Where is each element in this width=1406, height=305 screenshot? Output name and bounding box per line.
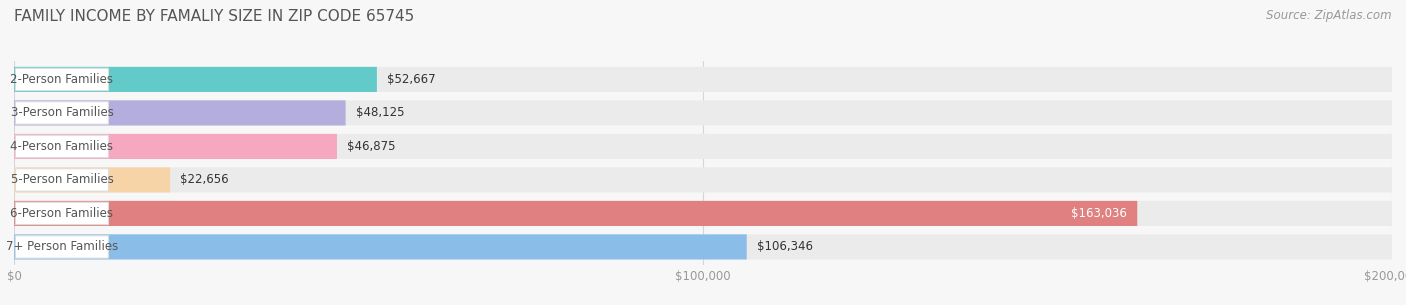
FancyBboxPatch shape (14, 201, 1137, 226)
Text: 6-Person Families: 6-Person Families (10, 207, 114, 220)
Text: 7+ Person Families: 7+ Person Families (6, 240, 118, 253)
FancyBboxPatch shape (14, 167, 170, 192)
FancyBboxPatch shape (15, 169, 108, 191)
Text: 2-Person Families: 2-Person Families (10, 73, 114, 86)
Text: 4-Person Families: 4-Person Families (10, 140, 114, 153)
Text: FAMILY INCOME BY FAMALIY SIZE IN ZIP CODE 65745: FAMILY INCOME BY FAMALIY SIZE IN ZIP COD… (14, 9, 415, 24)
FancyBboxPatch shape (14, 100, 346, 125)
FancyBboxPatch shape (14, 234, 747, 260)
FancyBboxPatch shape (15, 102, 108, 124)
FancyBboxPatch shape (15, 135, 108, 158)
Text: Source: ZipAtlas.com: Source: ZipAtlas.com (1267, 9, 1392, 22)
FancyBboxPatch shape (15, 68, 108, 91)
Text: $48,125: $48,125 (356, 106, 405, 120)
Text: $22,656: $22,656 (180, 174, 229, 186)
FancyBboxPatch shape (14, 134, 337, 159)
FancyBboxPatch shape (15, 236, 108, 258)
Text: $106,346: $106,346 (756, 240, 813, 253)
FancyBboxPatch shape (14, 67, 377, 92)
FancyBboxPatch shape (14, 167, 1392, 192)
FancyBboxPatch shape (15, 202, 108, 225)
Text: 5-Person Families: 5-Person Families (10, 174, 114, 186)
Text: $46,875: $46,875 (347, 140, 396, 153)
Text: $52,667: $52,667 (387, 73, 436, 86)
Text: 3-Person Families: 3-Person Families (10, 106, 114, 120)
Text: $163,036: $163,036 (1071, 207, 1128, 220)
FancyBboxPatch shape (14, 67, 1392, 92)
FancyBboxPatch shape (14, 100, 1392, 125)
FancyBboxPatch shape (14, 134, 1392, 159)
FancyBboxPatch shape (14, 201, 1392, 226)
FancyBboxPatch shape (14, 234, 1392, 260)
